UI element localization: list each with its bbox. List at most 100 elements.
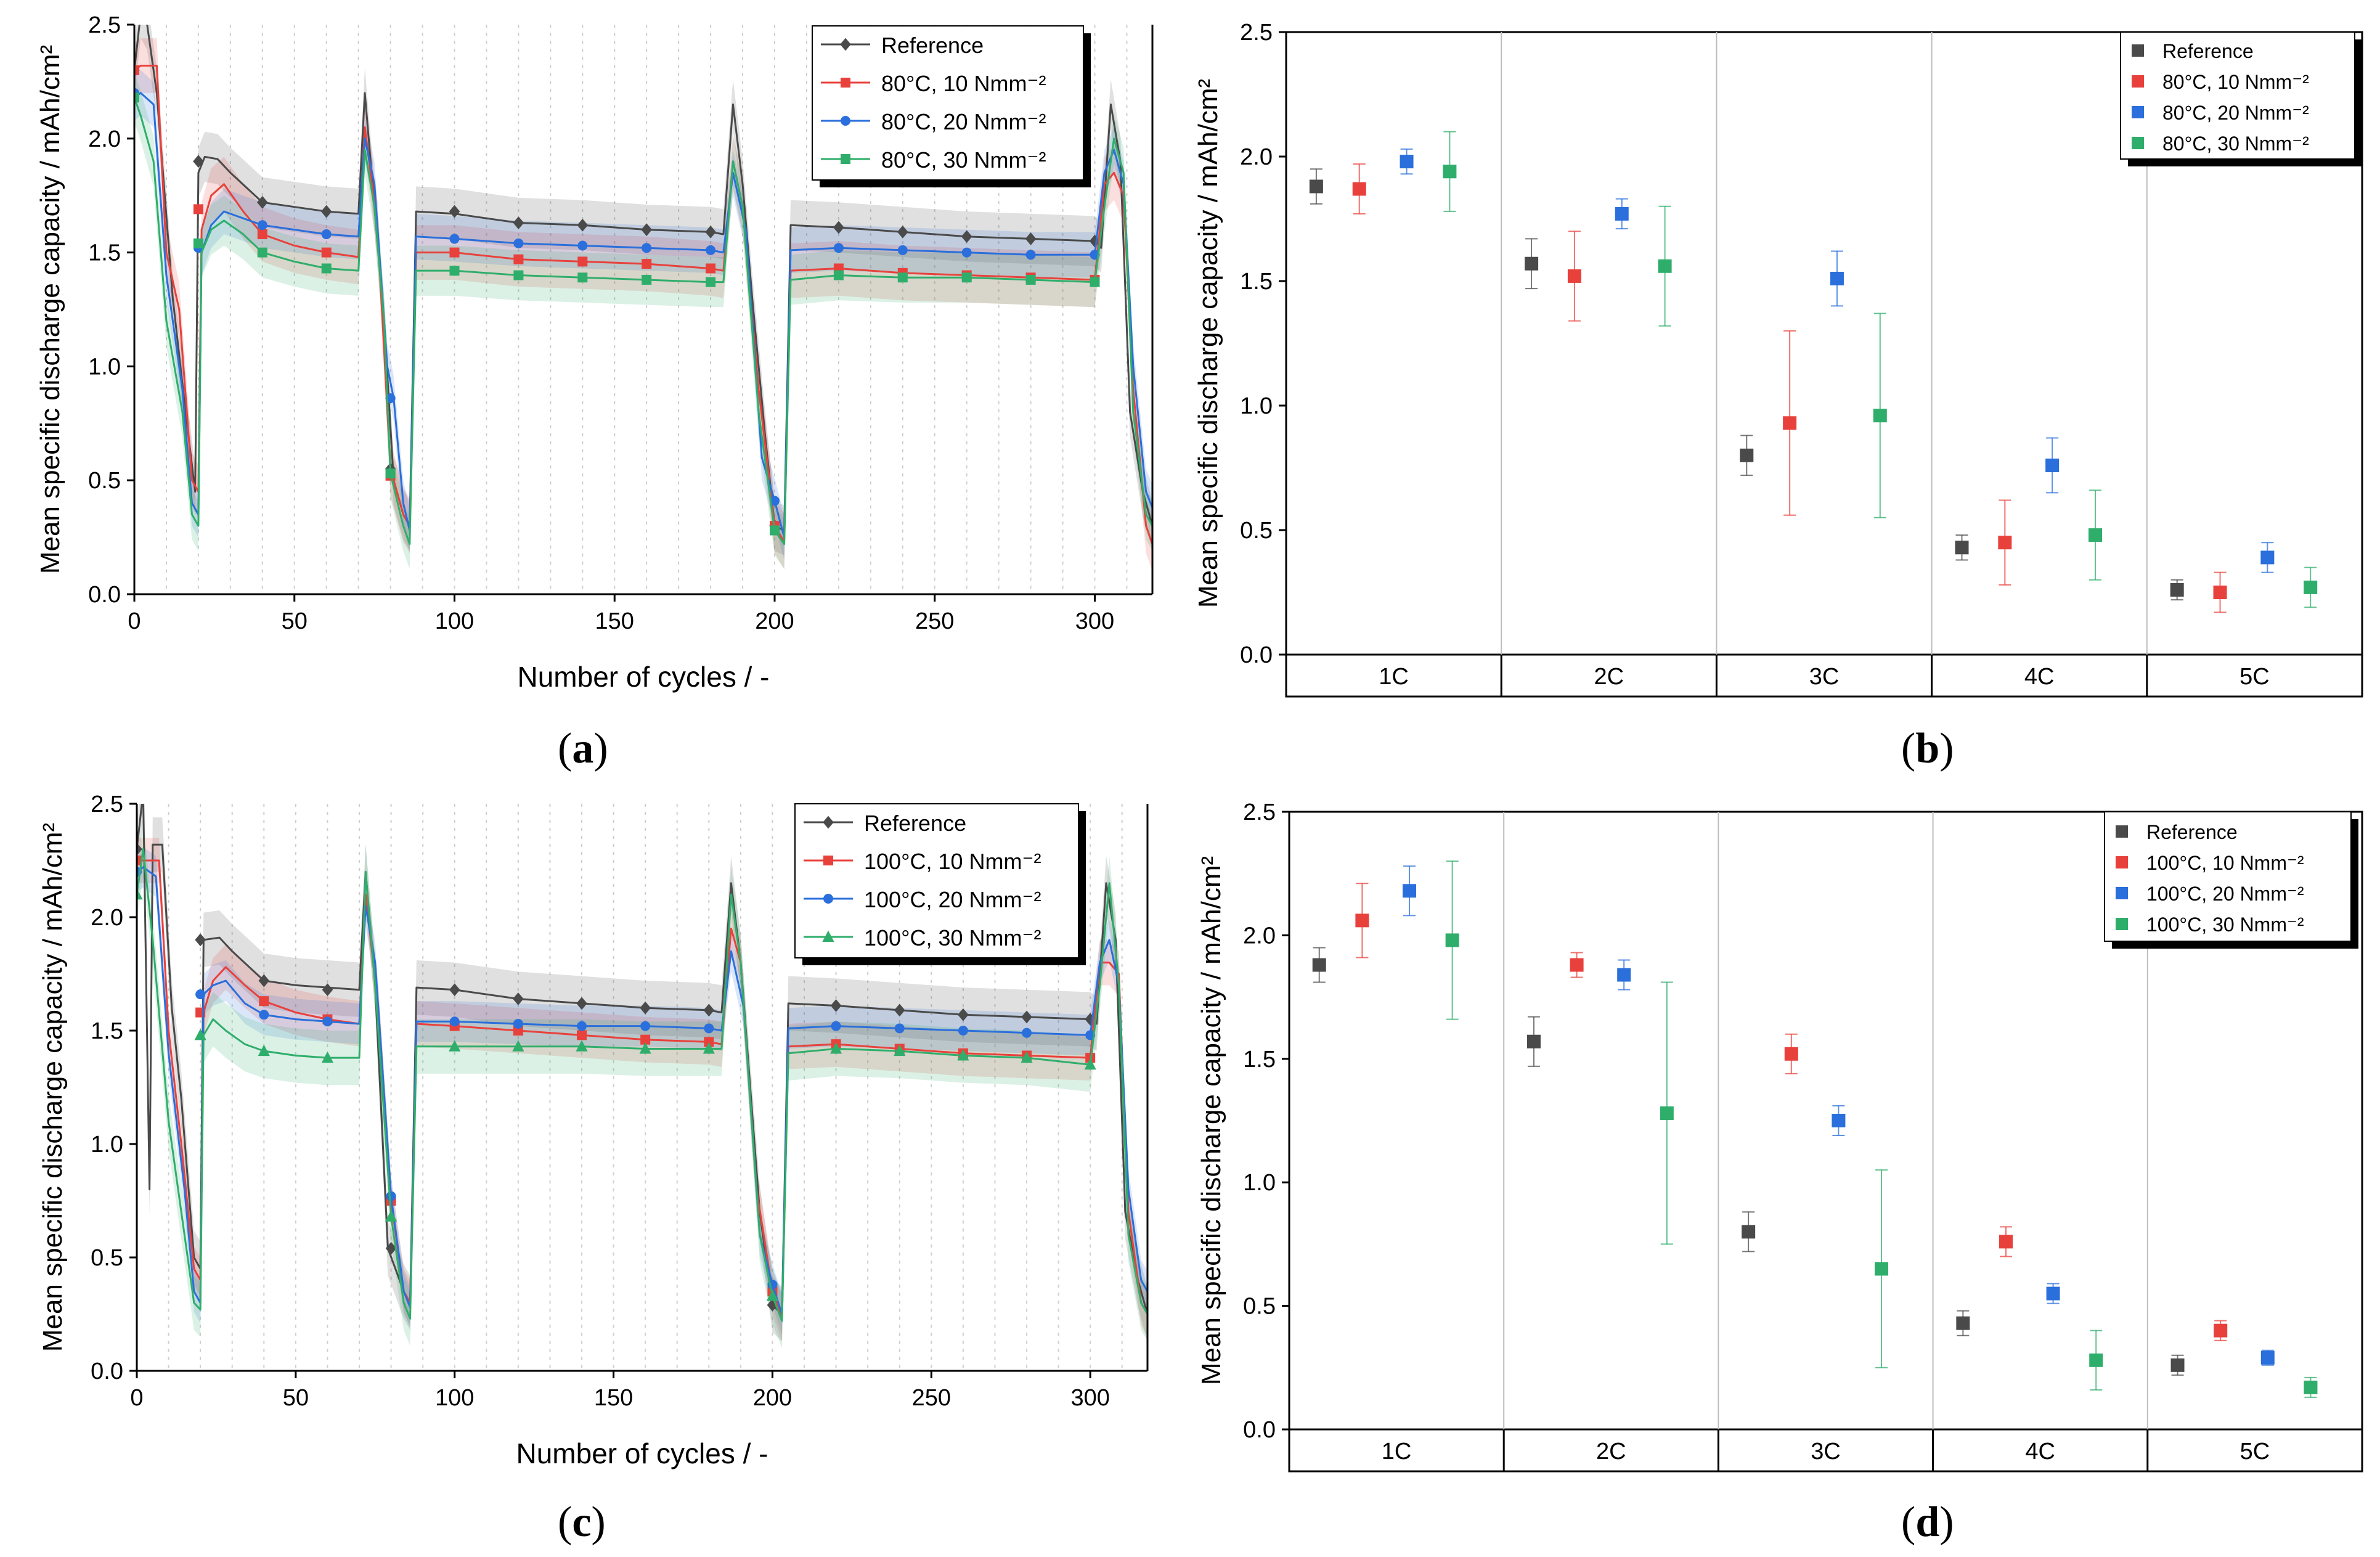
data-point (385, 1241, 397, 1255)
x-tick-label: 250 (915, 608, 954, 634)
data-point (1873, 409, 1887, 423)
data-point (1355, 913, 1369, 928)
x-tick-label: 0 (130, 1385, 143, 1411)
data-point (321, 1051, 334, 1063)
legend-label: 80°C, 30 Nmm⁻² (881, 147, 1046, 173)
x-tick-label: 300 (1075, 608, 1114, 634)
series-group (1355, 883, 2228, 1341)
data-point (642, 243, 652, 253)
data-point (1615, 206, 1629, 221)
y-tick-label: 0.0 (1240, 642, 1273, 668)
legend-label: 80°C, 20 Nmm⁻² (2162, 102, 2309, 124)
plot-frame (1288, 811, 2363, 1473)
data-point (1402, 884, 1416, 898)
data-point (957, 1049, 969, 1061)
data-point (193, 204, 203, 215)
data-point (322, 1016, 333, 1027)
data-point (2260, 1351, 2275, 1365)
legend-label: 80°C, 10 Nmm⁻² (2162, 71, 2309, 93)
data-point (1445, 933, 1459, 947)
data-point (894, 1044, 906, 1056)
legend-label: Reference (2162, 40, 2254, 62)
data-point (2304, 1380, 2318, 1394)
data-point (703, 1042, 715, 1054)
x-tick-label: 100 (435, 608, 474, 634)
legend-label: 100°C, 20 Nmm⁻² (2146, 883, 2304, 905)
y-tick-label: 2.0 (1243, 923, 1276, 949)
data-point (577, 272, 588, 283)
y-tick-label: 2.0 (1240, 144, 1273, 170)
data-point (513, 238, 524, 248)
legend-marker (823, 894, 833, 904)
data-point (449, 234, 460, 244)
data-point (1742, 1225, 1756, 1239)
legend: Reference 100°C, 10 Nmm⁻² 100°C, 20 Nmm⁻² 1… (2104, 811, 2358, 949)
category-label: 5C (2240, 1439, 2270, 1465)
series-group (1445, 860, 2318, 1398)
legend-marker (841, 154, 850, 164)
series-group (1352, 163, 2227, 613)
data-point (321, 263, 332, 274)
data-point (1617, 968, 1631, 982)
data-point (705, 225, 716, 239)
data-point (2170, 582, 2184, 597)
x-tick-label: 50 (283, 1385, 309, 1411)
data-point (1352, 182, 1366, 196)
legend-box (794, 803, 1079, 958)
data-point (1999, 1235, 2013, 1249)
y-tick-label: 1.5 (1240, 269, 1273, 295)
data-point (1526, 1034, 1541, 1048)
series-group (1443, 131, 2318, 608)
legend-label: 80°C, 20 Nmm⁻² (881, 109, 1046, 134)
x-tick-label: 300 (1070, 1385, 1109, 1411)
y-tick-label: 1.0 (88, 354, 121, 380)
data-point (322, 983, 333, 997)
legend: Reference 100°C, 10 Nmm⁻² 100°C, 20 Nmm⁻² 1… (794, 803, 1086, 965)
data-point (1443, 165, 1457, 179)
data-point (134, 92, 139, 103)
series-group (1400, 148, 2275, 573)
x-axis-title: Number of cycles / - (518, 661, 770, 693)
data-point (767, 1298, 778, 1312)
data-point (137, 843, 142, 856)
data-point (1090, 277, 1100, 287)
data-point (385, 468, 396, 479)
plot-frame (1285, 31, 2363, 698)
data-point (137, 856, 142, 865)
legend-label: 100°C, 30 Nmm⁻² (2146, 913, 2304, 936)
legend-marker (2116, 887, 2128, 899)
y-tick-label: 2.5 (1243, 799, 1276, 825)
data-point (1830, 271, 1844, 285)
grid (165, 25, 1128, 594)
y-tick-label: 0.5 (1243, 1294, 1276, 1320)
series-group (137, 848, 1147, 1322)
data-point (193, 155, 204, 168)
data-point (706, 245, 716, 255)
legend-marker (2132, 106, 2144, 118)
data-point (897, 272, 908, 283)
data-point (1875, 1262, 1889, 1276)
legend-label: 100°C, 30 Nmm⁻² (864, 925, 1041, 950)
data-point (1784, 1047, 1798, 1061)
legend: Reference 80°C, 10 Nmm⁻² 80°C, 20 Nmm⁻² 80°… (812, 25, 1091, 187)
y-tick-label: 1.0 (91, 1132, 123, 1158)
data-point (513, 216, 524, 229)
data-point (2213, 586, 2227, 599)
data-point (642, 259, 652, 269)
data-point (258, 974, 270, 987)
data-point (829, 1042, 842, 1054)
data-point (958, 1008, 969, 1021)
data-point (704, 1037, 714, 1047)
legend: Reference 80°C, 10 Nmm⁻² 80°C, 20 Nmm⁻² 80°… (2120, 31, 2362, 166)
series-group (1312, 947, 2185, 1376)
data-point (703, 1003, 715, 1017)
data-point (897, 225, 908, 239)
data-point (958, 1026, 968, 1036)
data-point (1025, 232, 1037, 245)
legend-marker (841, 116, 850, 126)
data-point (449, 205, 460, 218)
data-point (2045, 458, 2060, 472)
data-point (385, 1210, 397, 1222)
data-point (1783, 416, 1797, 430)
data-point (134, 65, 139, 75)
